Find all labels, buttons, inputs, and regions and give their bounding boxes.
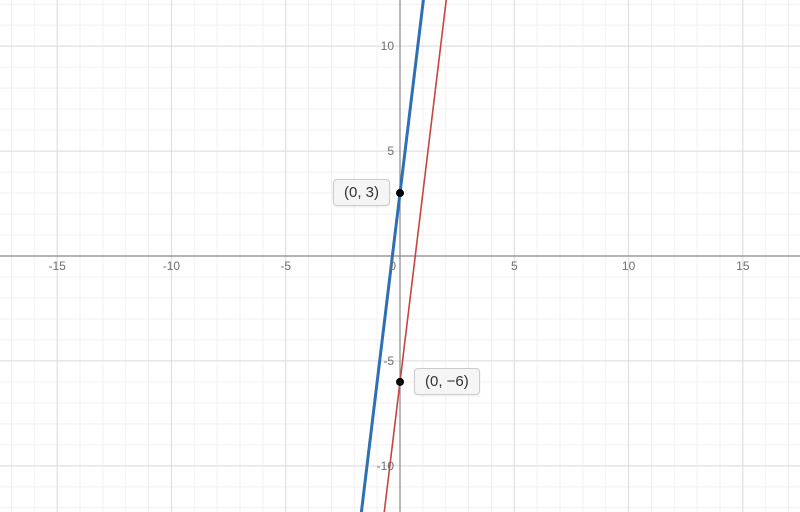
svg-text:10: 10	[381, 39, 395, 53]
svg-text:10: 10	[622, 259, 636, 273]
svg-text:-5: -5	[383, 354, 394, 368]
svg-text:-10: -10	[377, 459, 395, 473]
svg-text:0: 0	[389, 259, 396, 273]
svg-text:-15: -15	[48, 259, 66, 273]
svg-text:15: 15	[736, 259, 750, 273]
svg-text:-5: -5	[280, 259, 291, 273]
point-b-label: (0, −6)	[414, 368, 480, 395]
svg-text:-10: -10	[163, 259, 181, 273]
svg-text:5: 5	[511, 259, 518, 273]
point-a-label: (0, 3)	[333, 179, 390, 206]
svg-text:5: 5	[387, 144, 394, 158]
coordinate-plane-chart: -15 -10 -5 0 5 10 15 -10 -5 5 10 (0, 3) (0, −6)	[0, 0, 800, 512]
chart-svg: -15 -10 -5 0 5 10 15 -10 -5 5 10	[0, 0, 800, 512]
point-a	[396, 189, 404, 197]
point-b	[396, 378, 404, 386]
